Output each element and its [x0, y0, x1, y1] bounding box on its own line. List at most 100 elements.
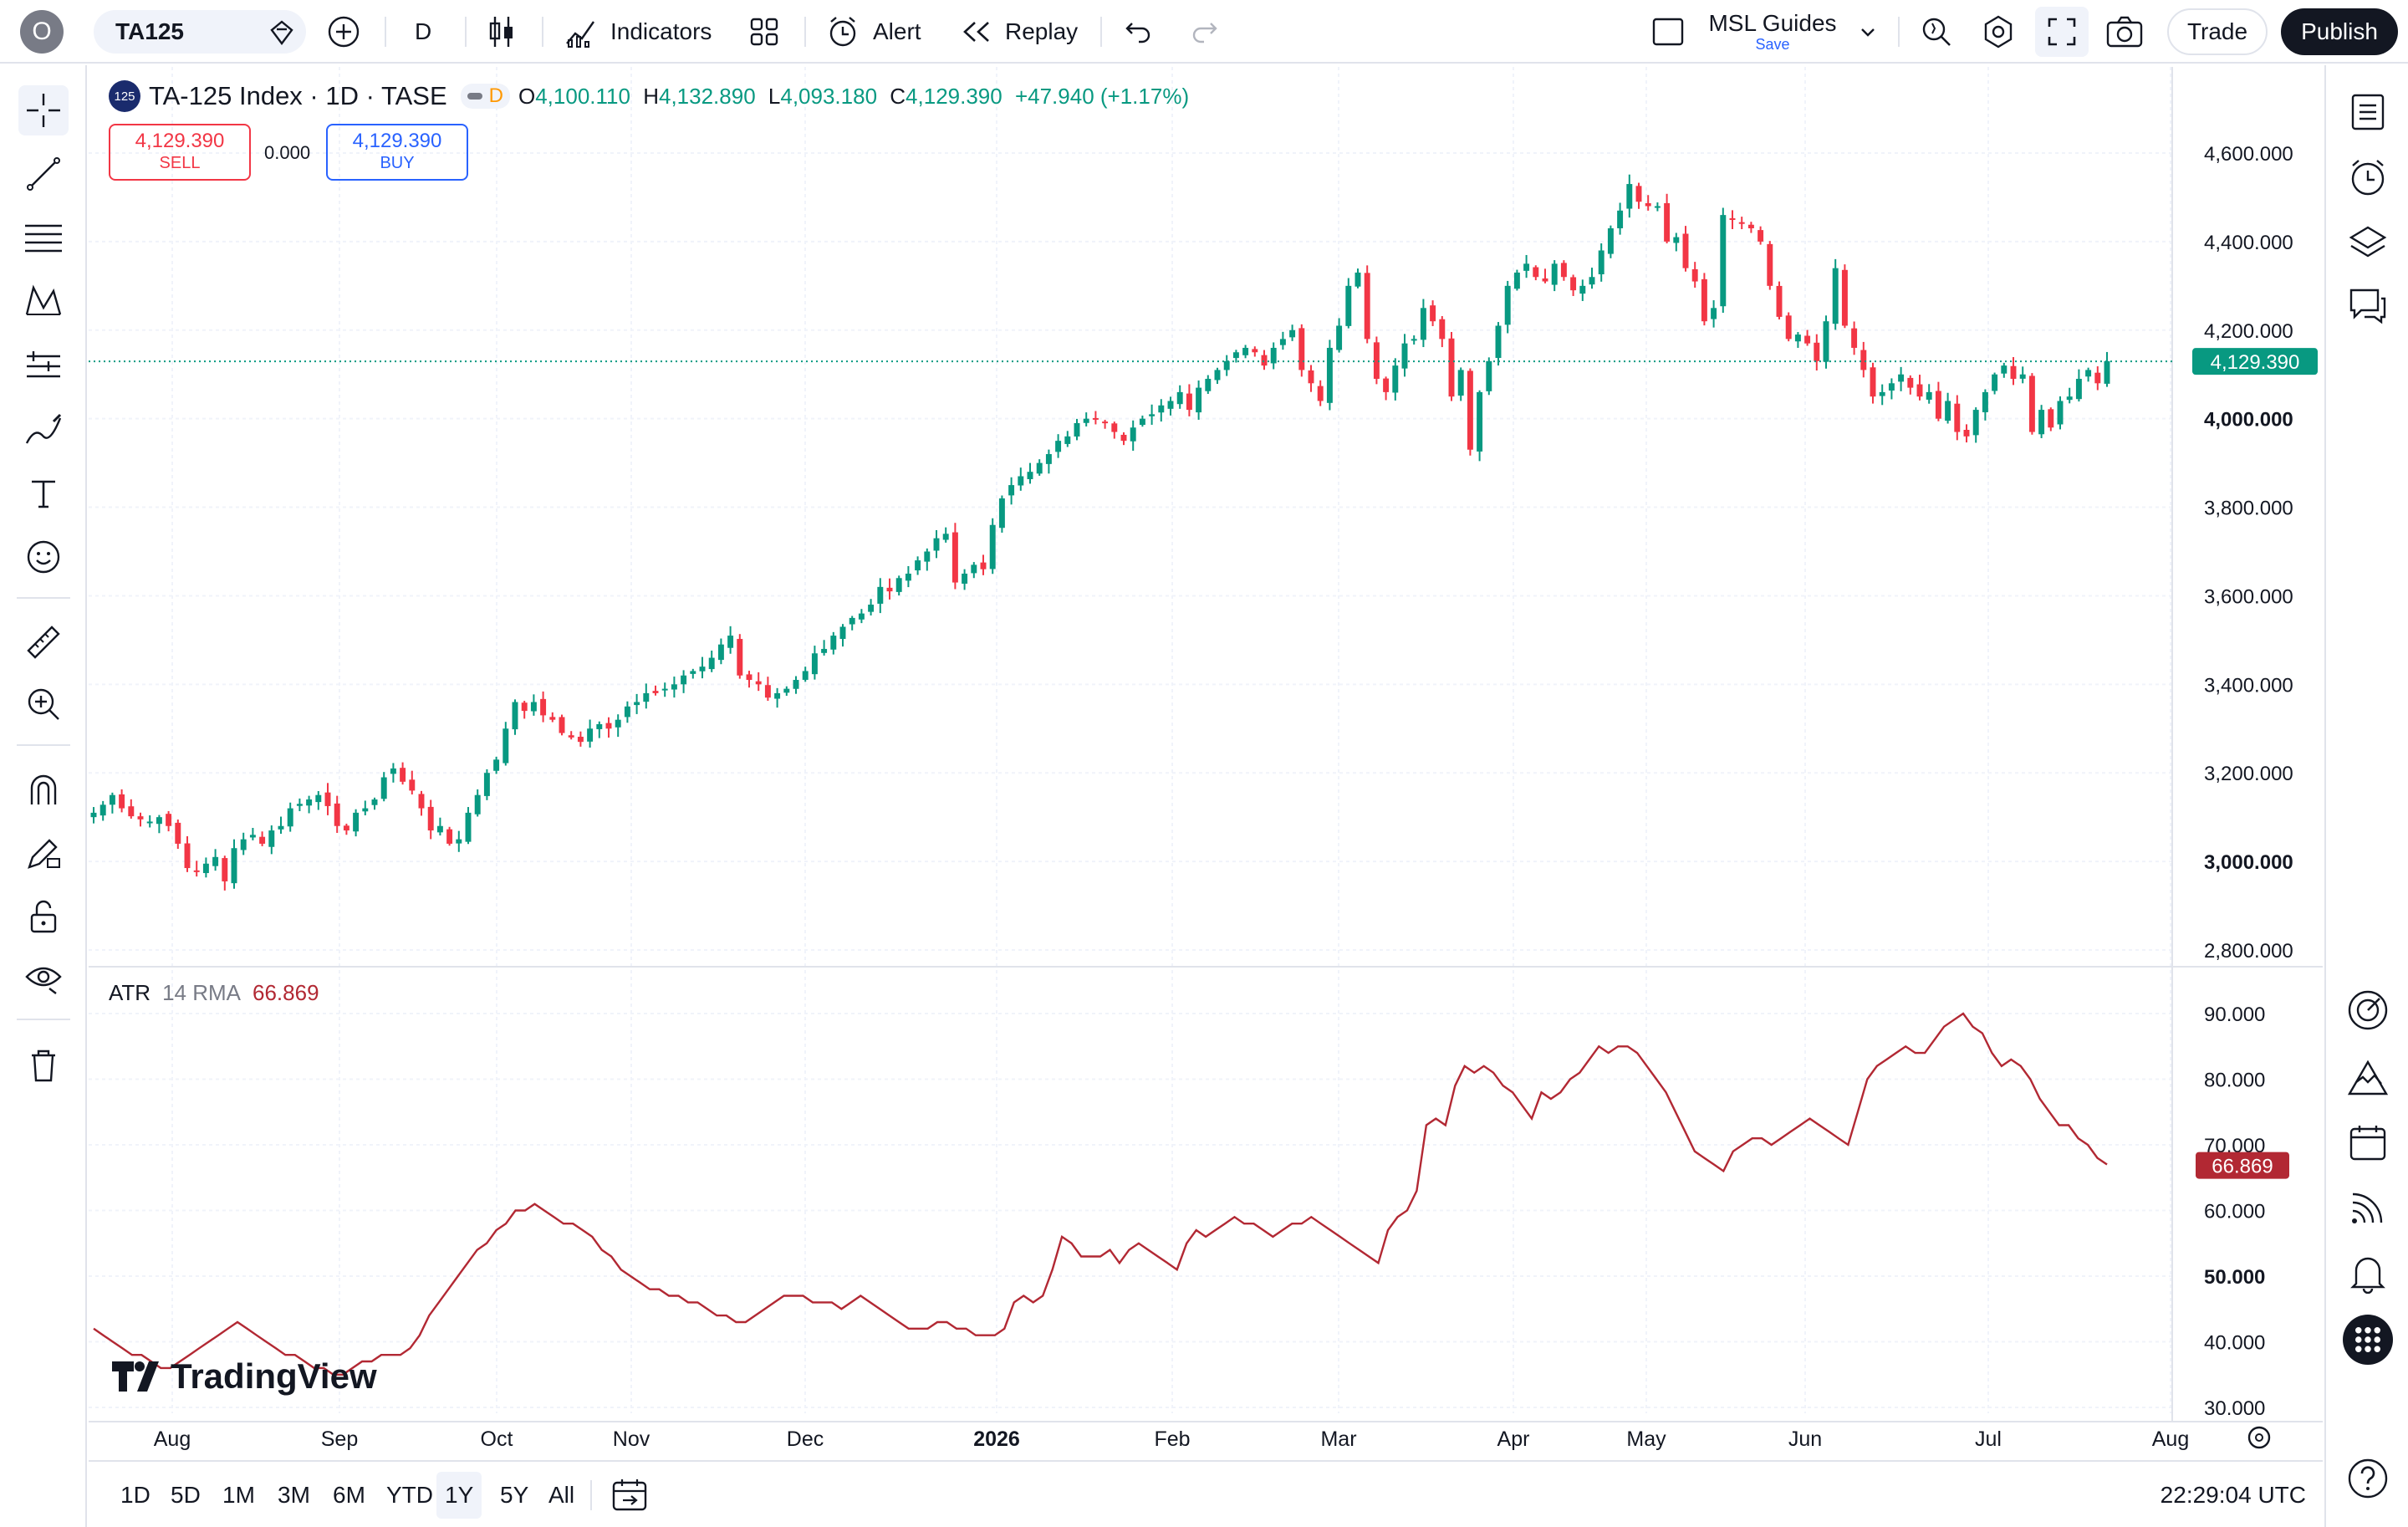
pattern-tool[interactable] — [18, 276, 69, 326]
magnet-tool[interactable] — [18, 764, 69, 815]
candle-body — [2019, 374, 2026, 379]
range-1d[interactable]: 1D — [120, 1482, 150, 1508]
trade-button[interactable]: Trade — [2167, 8, 2268, 55]
alerts-panel-button[interactable] — [2343, 152, 2393, 202]
notifications-button[interactable] — [2343, 1248, 2393, 1298]
last-price-label: 4,129.390 — [2211, 351, 2300, 374]
candle-body — [1392, 365, 1399, 393]
candle-body — [456, 839, 462, 844]
candle-body — [1542, 278, 1548, 282]
undo-button[interactable] — [1122, 0, 1156, 64]
stay-in-drawing-tool[interactable] — [18, 828, 69, 878]
atr-legend[interactable]: ATR 14 RMA 66.869 — [109, 980, 319, 1006]
range-5y[interactable]: 5Y — [500, 1482, 529, 1508]
measure-tool[interactable] — [18, 617, 69, 667]
diamond-icon[interactable] — [268, 18, 296, 47]
layout-checkbox[interactable] — [1650, 0, 1686, 64]
symbol-legend[interactable]: 125 TA-125 Index · 1D · TASE D O4,100.11… — [109, 80, 1189, 112]
remove-drawings-tool[interactable] — [18, 1040, 69, 1090]
trend-line-tool[interactable] — [18, 149, 69, 199]
object-tree-button[interactable] — [2343, 217, 2393, 268]
candle-body — [868, 605, 875, 612]
range-1m[interactable]: 1M — [222, 1482, 255, 1508]
price-tick-label: 4,400.000 — [2204, 232, 2293, 254]
symbol-search[interactable]: TA125 — [94, 10, 306, 54]
gear-hub — [2255, 1433, 2263, 1442]
range-6m[interactable]: 6M — [333, 1482, 365, 1508]
candle-body — [1261, 355, 1268, 366]
candle-body — [980, 562, 987, 569]
user-avatar[interactable]: O — [20, 10, 64, 54]
zoom-tool[interactable] — [18, 679, 69, 729]
range-ytd[interactable]: YTD — [386, 1482, 433, 1508]
lock-drawings-tool[interactable] — [18, 891, 69, 942]
range-5d[interactable]: 5D — [171, 1482, 201, 1508]
layout-name-button[interactable]: MSL Guides Save — [1706, 0, 1839, 64]
candle-body — [2028, 375, 2035, 432]
watchlist-button[interactable] — [2343, 87, 2393, 137]
crosshair-tool[interactable] — [18, 85, 69, 135]
emoji-tool[interactable] — [18, 532, 69, 582]
more-apps-button[interactable] — [2343, 1315, 2393, 1365]
divider — [17, 744, 70, 746]
fib-tool[interactable] — [18, 212, 69, 263]
news-button[interactable] — [2343, 1182, 2393, 1233]
range-3m[interactable]: 3M — [278, 1482, 310, 1508]
screener-button[interactable] — [2343, 985, 2393, 1035]
text-tool[interactable] — [18, 468, 69, 518]
candle-body — [764, 685, 771, 698]
chats-button[interactable] — [2343, 281, 2393, 331]
publish-button[interactable]: Publish — [2281, 8, 2398, 55]
candle-body — [503, 728, 509, 764]
add-symbol-button[interactable] — [326, 0, 361, 64]
candle-body — [1747, 224, 1754, 229]
candle-body — [802, 671, 809, 680]
candle-body — [924, 551, 931, 562]
chart-canvas[interactable]: 4,600.000 4,400.000 4,200.000 4,000.000 3,80… — [89, 67, 2323, 1455]
candle-body — [559, 717, 565, 733]
buy-button[interactable]: 4,129.390 BUY — [326, 124, 468, 181]
market-status-badge[interactable]: D — [460, 84, 510, 109]
sell-button[interactable]: 4,129.390 SELL — [109, 124, 251, 181]
brush-tool[interactable] — [18, 405, 69, 455]
clock[interactable]: 22:29:04 UTC — [2160, 1482, 2306, 1508]
candle-body — [774, 692, 781, 699]
candle-body — [568, 735, 574, 738]
range-1y[interactable]: 1Y — [436, 1472, 482, 1519]
candle-body — [193, 870, 200, 872]
candle-body — [1242, 347, 1249, 355]
candle-body — [175, 822, 181, 844]
gear-icon — [1984, 15, 2013, 49]
indicators-button[interactable]: Indicators — [564, 0, 712, 64]
candle-body — [671, 684, 677, 690]
chart-grid — [89, 67, 2172, 1413]
candle-body — [577, 737, 584, 743]
alert-label: Alert — [873, 18, 921, 44]
layouts-button[interactable] — [747, 0, 781, 64]
chart-type-button[interactable] — [485, 0, 518, 64]
candle-body — [755, 681, 762, 685]
candle-body — [643, 692, 650, 702]
ideas-button[interactable] — [2343, 1052, 2393, 1102]
interval-button[interactable]: D — [415, 18, 432, 44]
range-all[interactable]: All — [548, 1482, 575, 1508]
goto-date-button[interactable] — [609, 1475, 650, 1515]
fullscreen-button[interactable] — [2035, 7, 2089, 57]
time-scale-settings-icon[interactable] — [2247, 1426, 2271, 1449]
settings-button[interactable] — [1980, 0, 2017, 64]
redo-button[interactable] — [1187, 0, 1221, 64]
help-button[interactable] — [2343, 1453, 2393, 1504]
quick-search-button[interactable] — [1918, 0, 1955, 64]
replay-button[interactable]: Replay — [960, 0, 1078, 64]
snapshot-button[interactable] — [2105, 0, 2144, 64]
time-tick-label: Sep — [321, 1427, 358, 1451]
layout-menu-button[interactable] — [1856, 0, 1880, 64]
forecast-tool[interactable] — [18, 341, 69, 391]
candle-body — [249, 835, 256, 838]
calendar-button[interactable] — [2343, 1117, 2393, 1167]
alert-button[interactable]: Alert — [824, 0, 921, 64]
candle-body — [1870, 367, 1876, 397]
hide-drawings-tool[interactable] — [18, 953, 69, 1004]
candle-body — [1279, 339, 1286, 345]
open-value: 4,100.110 — [535, 83, 630, 109]
